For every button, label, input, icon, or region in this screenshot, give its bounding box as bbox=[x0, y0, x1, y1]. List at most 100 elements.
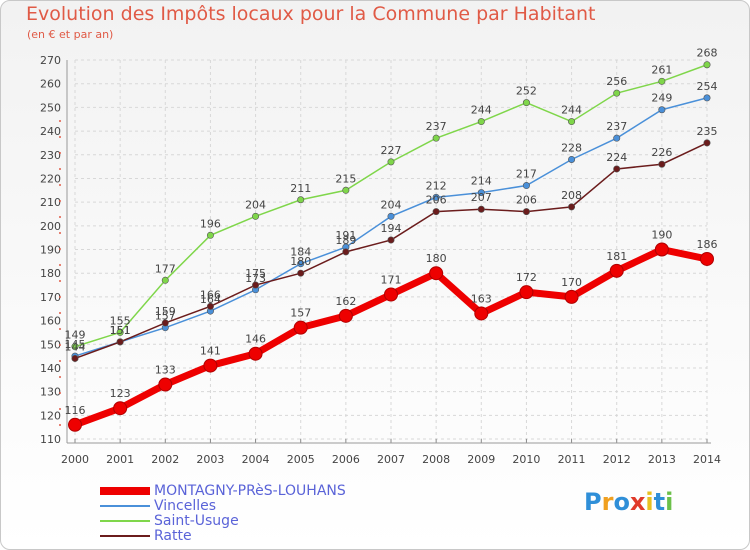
data-label: 226 bbox=[651, 146, 672, 159]
y-tick-label: 270 bbox=[40, 54, 61, 67]
data-label: 228 bbox=[561, 141, 582, 154]
data-point bbox=[161, 276, 169, 284]
data-point bbox=[703, 94, 711, 102]
series-ratte: 144 151 159 166 175 180 189 194 206 207 206 208 224 2… bbox=[65, 125, 718, 362]
series-saint-usuge: 149 155 177 196 204 211 215 227 237 244 252 244 256 2… bbox=[65, 47, 718, 351]
data-point bbox=[429, 266, 444, 281]
data-label: 172 bbox=[516, 271, 537, 284]
data-label: 224 bbox=[606, 151, 627, 164]
data-label: 180 bbox=[426, 252, 447, 265]
x-tick-label: 2014 bbox=[693, 453, 721, 466]
y-tick-label: 190 bbox=[40, 244, 61, 257]
data-label: 155 bbox=[110, 314, 131, 327]
data-point bbox=[342, 186, 350, 194]
data-label: 196 bbox=[200, 217, 221, 230]
data-label: 133 bbox=[155, 364, 176, 377]
data-label: 211 bbox=[290, 182, 311, 195]
legend-label-vincelles: Vincelles bbox=[154, 498, 217, 514]
proxiti-logo: Proxiti bbox=[584, 488, 673, 516]
data-label: 177 bbox=[155, 262, 176, 275]
data-label: 159 bbox=[155, 305, 176, 318]
logo-letter: t bbox=[653, 488, 666, 516]
data-point bbox=[297, 269, 305, 277]
data-point bbox=[658, 106, 666, 114]
data-label: 214 bbox=[471, 175, 492, 188]
logo-letter: x bbox=[629, 488, 646, 516]
series-vincelles: 1451511571641731841912042122142172282372… bbox=[65, 80, 718, 360]
data-label: 204 bbox=[381, 198, 402, 211]
data-label: 204 bbox=[245, 198, 266, 211]
data-label: 254 bbox=[697, 80, 718, 93]
data-point bbox=[252, 281, 260, 289]
x-tick-label: 2007 bbox=[377, 453, 405, 466]
data-point bbox=[654, 242, 669, 257]
data-label: 175 bbox=[245, 267, 266, 280]
logo-letter: i bbox=[665, 488, 674, 516]
x-tick-label: 2011 bbox=[558, 453, 586, 466]
x-tick-label: 2012 bbox=[603, 453, 631, 466]
data-label: 162 bbox=[335, 295, 356, 308]
data-point bbox=[71, 354, 79, 362]
data-point bbox=[564, 289, 579, 304]
y-tick-label: 230 bbox=[40, 149, 61, 162]
data-point bbox=[703, 139, 711, 147]
logo-letter: r bbox=[601, 488, 614, 516]
data-point bbox=[297, 260, 305, 268]
data-point bbox=[71, 343, 79, 351]
x-tick-label: 2002 bbox=[151, 453, 179, 466]
data-point bbox=[116, 328, 124, 336]
data-point bbox=[568, 203, 576, 211]
y-tick-label: 210 bbox=[40, 196, 61, 209]
data-point bbox=[342, 248, 350, 256]
data-point bbox=[522, 99, 530, 107]
x-tick-label: 2005 bbox=[287, 453, 315, 466]
y-tick-label: 170 bbox=[40, 291, 61, 304]
data-label: 237 bbox=[606, 120, 627, 133]
chart-subtitle: (en € et par an) bbox=[27, 28, 114, 41]
data-label: 206 bbox=[516, 194, 537, 207]
x-tick-label: 2000 bbox=[61, 453, 89, 466]
data-point bbox=[703, 61, 711, 69]
data-point bbox=[522, 182, 530, 190]
data-label: 215 bbox=[335, 172, 356, 185]
data-label: 207 bbox=[471, 191, 492, 204]
y-tick-label: 150 bbox=[40, 338, 61, 351]
x-tick-label: 2001 bbox=[106, 453, 134, 466]
data-point bbox=[387, 212, 395, 220]
x-tick-label: 2004 bbox=[242, 453, 270, 466]
data-point bbox=[297, 196, 305, 204]
data-label: 116 bbox=[65, 404, 86, 417]
data-label: 256 bbox=[606, 75, 627, 88]
data-label: 181 bbox=[606, 250, 627, 263]
data-label: 268 bbox=[697, 47, 718, 60]
data-label: 164 bbox=[200, 293, 221, 306]
legend-item-montagny: MONTAGNY-PRèS-LOUHANS bbox=[100, 484, 346, 499]
data-point bbox=[522, 208, 530, 216]
data-label: 212 bbox=[426, 179, 447, 192]
legend-item-ratte: Ratte bbox=[100, 529, 346, 544]
y-tick-label: 160 bbox=[40, 315, 61, 328]
data-label: 235 bbox=[697, 125, 718, 138]
data-point bbox=[387, 158, 395, 166]
data-label: 173 bbox=[245, 272, 266, 285]
y-tick-label: 240 bbox=[40, 125, 61, 138]
data-label: 157 bbox=[155, 310, 176, 323]
data-point bbox=[658, 77, 666, 85]
data-point bbox=[387, 236, 395, 244]
data-label: 189 bbox=[335, 234, 356, 247]
y-tick-label: 200 bbox=[40, 220, 61, 233]
x-tick-label: 2009 bbox=[467, 453, 495, 466]
data-point bbox=[161, 319, 169, 327]
y-tick-label: 120 bbox=[40, 409, 61, 422]
series-montagny-pr-s-louhans: 116 123 133 141 146 157 162 171 180 163 172 170 181 1… bbox=[65, 229, 718, 432]
legend-swatch-montagny bbox=[100, 487, 150, 495]
data-point bbox=[116, 338, 124, 346]
data-point bbox=[68, 417, 82, 432]
legend-item-saint-usuge: Saint-Usuge bbox=[100, 514, 346, 529]
data-point bbox=[568, 118, 576, 126]
data-point bbox=[519, 285, 534, 300]
data-label: 191 bbox=[335, 229, 356, 242]
legend-label-saint-usuge: Saint-Usuge bbox=[154, 513, 239, 529]
data-label: 149 bbox=[65, 329, 86, 342]
data-point bbox=[206, 302, 214, 310]
